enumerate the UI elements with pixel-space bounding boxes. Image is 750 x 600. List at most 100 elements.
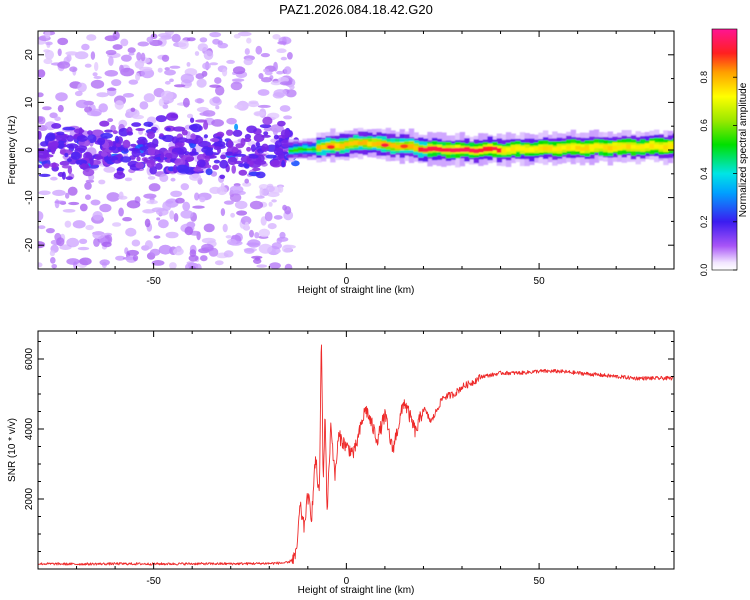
spectrogram-noise-blob [226,59,236,64]
spectrogram-noise-blob [184,226,194,236]
colorbar-gradient [712,29,737,270]
spectrogram-band-blob [136,156,141,162]
spectrogram-noise-blob [101,241,112,248]
spectrogram-noise-blob [195,263,202,269]
spectrogram-band-blob [135,162,145,169]
spectrogram-noise-blob [194,98,205,104]
spectrogram-noise-blob [134,60,145,69]
spectrogram-band-cell [473,148,479,154]
spectrogram-band-blob [118,127,130,137]
spectrogram-noise-blob [132,254,139,262]
spectrogram-band-blob [113,172,126,179]
spectrogram-noise-blob [169,262,177,269]
spectrogram-noise-blob [170,190,183,197]
spectrogram-noise-blob [153,235,161,239]
spectrogram-noise-blob [38,211,44,221]
spectrogram-band-blob [87,134,97,144]
spectrogram-band-cell [603,144,609,150]
spectrogram-band-blob [217,147,221,154]
spectrogram-band-blob [76,135,88,142]
spectrogram-noise-blob [229,193,242,203]
spectrogram-noise-blob [85,194,91,200]
spectrogram-noise-blob [85,224,94,231]
spectrogram-noise-blob [69,66,78,72]
spectrogram-band-cell [533,146,540,151]
spectrogram-band-cell [529,147,535,153]
spectrogram-band-blob [201,146,213,154]
spectrogram-noise-blob [243,58,253,66]
spectrogram-noise-blob [222,68,228,77]
spectrogram-band-blob [51,162,57,169]
spectrogram-noise-blob [279,81,293,86]
spectrogram-noise-blob [106,87,117,91]
spectrogram-noise-blob [106,192,120,202]
spectrogram-band-cell [367,141,373,147]
spectrogram-noise-blob [158,98,165,107]
spectrogram-band-blob [152,138,159,147]
spectrogram-band-blob [149,165,157,175]
spectrogram-band-blob [246,146,252,152]
spectrogram-band-blob [44,135,50,145]
snr-xtick-label: 50 [534,576,546,587]
spectrogram-noise-blob [257,104,271,108]
spectrogram-noise-blob [132,114,144,120]
spectrogram-band-blob [80,163,88,170]
spectrogram-band-cell [593,143,600,149]
spectrogram-band-cell [413,145,419,151]
spectrogram-noise-blob [74,90,83,97]
spectrogram-band-cell [552,147,558,152]
spectrogram-band-blob [243,137,252,142]
spectrogram-noise-blob [220,182,225,192]
spectrogram-band-blob [278,137,284,142]
spectrogram-band-cell [316,145,322,150]
spectrogram-band-cell [617,145,623,150]
spectrogram-band-blob [114,135,120,143]
spectrogram-noise-blob [279,105,291,112]
spectrogram-noise-blob [90,79,105,89]
spectrogram-noise-blob [143,93,155,103]
spectrogram-panel: -50 0 50 20 10 0 -10 -20 Height of straight lin… [7,30,675,296]
spectrogram-noise-blob [45,41,53,46]
spectrogram-noise-blob [111,79,122,87]
spectrogram-noise-blob [223,250,234,258]
spectrogram-noise-blob [282,204,287,211]
colorbar-tick-label: 0.8 [699,71,709,84]
spectrogram-noise-blob [137,41,150,47]
spectrogram-noise-band [38,112,301,181]
spectrogram-noise-blob [84,63,92,68]
spectrogram-band-cell [658,144,664,150]
spectrogram-noise-blob [139,66,153,72]
spectrogram-band-blob [174,142,183,148]
spectrogram-noise-blob [81,43,90,51]
spectrogram-noise-blob [140,52,146,62]
spectrogram-noise-blob [144,240,153,250]
spectrogram-band-cell [394,145,401,149]
spectrogram-noise-blob [54,199,60,209]
spectrogram-noise-blob [84,106,93,113]
spectrogram-noise-blob [180,210,194,219]
spectrogram-noise-blob [277,185,284,193]
spectrogram-noise-blob [126,249,139,256]
spectrogram-band-blob [89,157,94,166]
colorbar-tick-label: 0.6 [699,119,709,132]
figure-title: PAZ1.2026.084.18.42.G20 [279,2,433,17]
spectrogram-band-cell [570,145,577,150]
spectrogram-noise-blob [285,89,297,98]
spectrogram-band-blob [234,123,239,131]
spectrogram-noise-blob [94,61,99,72]
spectrogram-noise-blob [226,238,237,246]
spectrogram-band-cell [293,148,299,152]
spectrogram-noise-blob [79,257,92,266]
spectrogram-noise-blob [271,199,277,203]
spectrogram-noise-blob [96,92,109,98]
spectrogram-noise-blob [283,66,292,75]
spectrogram-noise-blob [236,210,248,216]
spectrogram-band-cell [348,141,355,146]
spectrogram-noise-blob [160,90,174,101]
spectrogram-band-blob [205,168,213,176]
spectrogram-band-cell [644,143,651,149]
spectrogram-band-cell [353,140,359,145]
spectrogram-noise-blob [173,84,186,88]
spectrogram-noise-blob [276,237,283,244]
spectrogram-band-blob [99,120,110,127]
